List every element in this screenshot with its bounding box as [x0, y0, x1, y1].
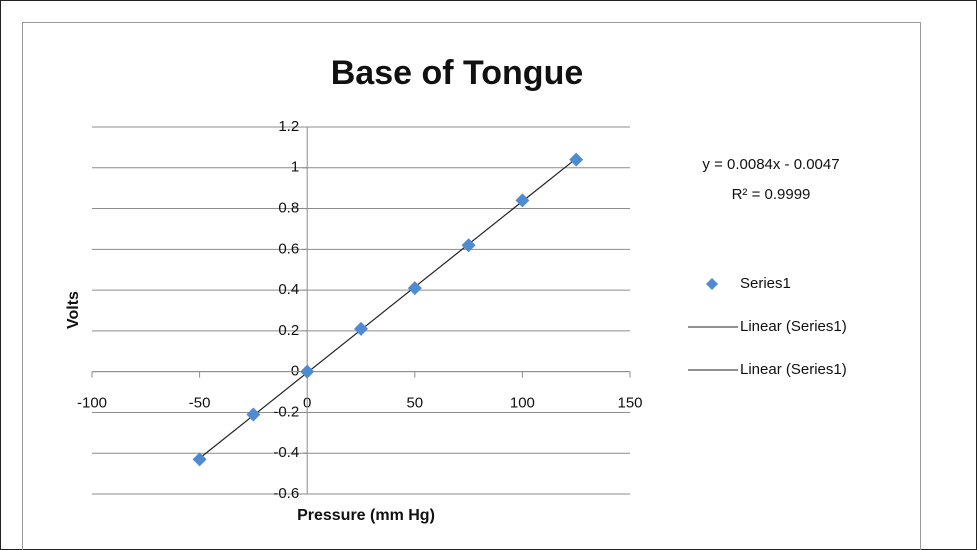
x-tick-label: -50	[189, 395, 211, 412]
point	[300, 364, 315, 379]
x-tick-label: 150	[617, 395, 642, 412]
y-tick-label: 0.2	[278, 322, 299, 339]
x-tick-label: 100	[510, 395, 535, 412]
y-tick-label: 0	[291, 363, 299, 380]
trend-equation: y = 0.0084x - 0.0047	[702, 156, 839, 173]
y-tick-label: 0.8	[278, 200, 299, 217]
y-tick-label: 1.2	[278, 118, 299, 135]
legend-label: Series1	[740, 275, 791, 292]
y-axis-title: Volts	[65, 291, 82, 329]
point	[354, 321, 368, 336]
trend-r-squared: R² = 0.9999	[732, 186, 811, 203]
legend-label: Linear (Series1)	[740, 318, 847, 335]
y-tick-label: 1	[291, 159, 299, 176]
point	[461, 238, 476, 253]
x-tick-label: 50	[406, 395, 423, 412]
x-axis-title: Pressure (mm Hg)	[297, 507, 435, 524]
y-tick-label: -0.2	[273, 403, 299, 420]
y-tick-label: 0.6	[278, 240, 299, 257]
x-tick-label: -100	[77, 395, 107, 412]
chart-title: Base of Tongue	[331, 54, 584, 92]
trendline	[199, 158, 577, 459]
legend-label: Linear (Series1)	[740, 361, 847, 378]
point	[569, 152, 584, 167]
y-tick-label: -0.6	[273, 485, 299, 502]
point	[407, 281, 422, 296]
y-tick-label: -0.4	[273, 444, 299, 461]
point	[192, 452, 207, 467]
y-tick-label: 0.4	[278, 281, 299, 298]
point	[246, 407, 261, 422]
point	[515, 193, 530, 208]
chart-area	[22, 22, 921, 550]
legend-marker	[706, 278, 718, 290]
